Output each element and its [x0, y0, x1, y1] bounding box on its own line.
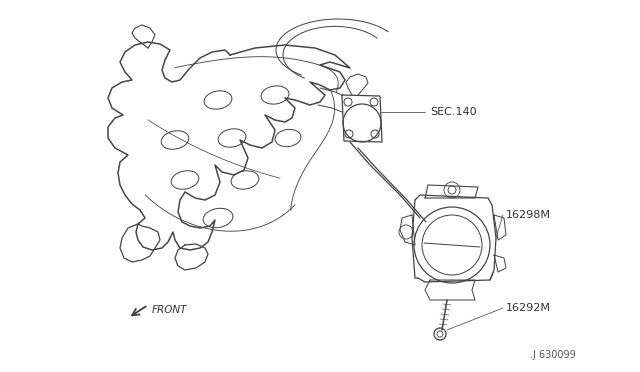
Text: FRONT: FRONT [152, 305, 188, 315]
Text: 16292M: 16292M [506, 303, 551, 313]
Text: .J 630099: .J 630099 [530, 350, 576, 360]
Text: 16298M: 16298M [506, 210, 551, 220]
Text: SEC.140: SEC.140 [430, 107, 477, 117]
